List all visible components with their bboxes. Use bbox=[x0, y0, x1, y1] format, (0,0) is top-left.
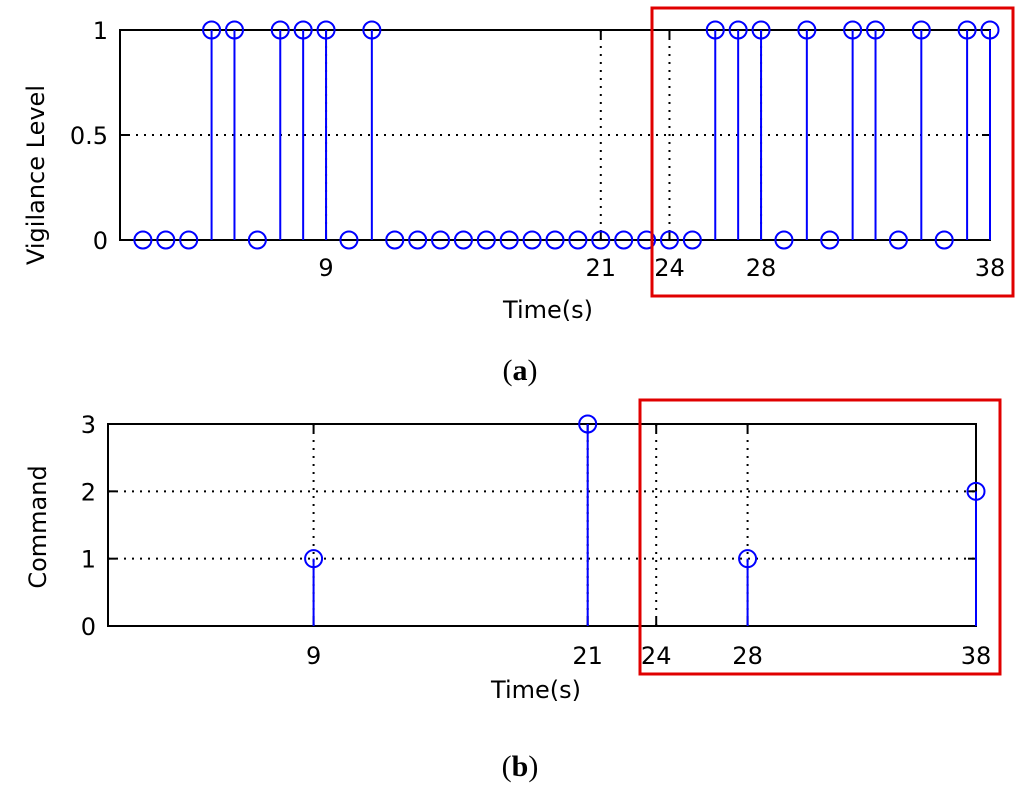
plot-area-a bbox=[119, 29, 991, 241]
caption-a: (a) bbox=[503, 354, 538, 387]
x-axis-label-a: Time(s) bbox=[502, 296, 593, 324]
x-tick-label: 9 bbox=[306, 642, 321, 670]
stem-marker bbox=[797, 20, 817, 40]
x-tick-label: 21 bbox=[586, 254, 617, 282]
stem-marker bbox=[774, 230, 794, 250]
stems-a bbox=[133, 20, 1000, 250]
stem-marker bbox=[385, 230, 405, 250]
stems-b bbox=[304, 414, 986, 626]
y-tick-label: 0 bbox=[93, 227, 108, 255]
stem-marker bbox=[738, 549, 758, 569]
stem-marker bbox=[637, 230, 657, 250]
stem-marker bbox=[545, 230, 565, 250]
stem-marker bbox=[156, 230, 176, 250]
stem-marker bbox=[179, 230, 199, 250]
stem-marker bbox=[247, 230, 267, 250]
stem-marker bbox=[316, 20, 336, 40]
stem-marker bbox=[966, 481, 986, 501]
stem-marker bbox=[614, 230, 634, 250]
caption-b: (b) bbox=[502, 750, 539, 783]
stem-marker bbox=[751, 20, 771, 40]
stem-marker bbox=[270, 20, 290, 40]
y-tick-label: 1 bbox=[93, 17, 108, 45]
stem-marker bbox=[682, 230, 702, 250]
stem-marker bbox=[431, 230, 451, 250]
x-tick-label: 38 bbox=[975, 254, 1006, 282]
highlight-box-a bbox=[650, 6, 1015, 298]
x-tick-label: 28 bbox=[732, 642, 763, 670]
panel-b-command-chart: 9 21 24 28 38 0 1 2 3 Time(s) Command (b) bbox=[24, 398, 1002, 783]
stem-marker bbox=[133, 230, 153, 250]
x-tick-label: 21 bbox=[572, 642, 603, 670]
stem-marker bbox=[843, 20, 863, 40]
stem-marker bbox=[304, 549, 324, 569]
stem-marker bbox=[980, 20, 1000, 40]
stem-marker bbox=[728, 20, 748, 40]
x-tick-label: 28 bbox=[746, 254, 777, 282]
stem-marker bbox=[578, 414, 598, 434]
stem-marker bbox=[934, 230, 954, 250]
stem-marker bbox=[362, 20, 382, 40]
x-tick-label: 24 bbox=[641, 642, 672, 670]
stem-marker bbox=[866, 20, 886, 40]
stem-marker bbox=[453, 230, 473, 250]
stem-marker bbox=[591, 230, 611, 250]
ticks-a: 9 21 24 28 38 0 0.5 1 bbox=[70, 17, 1005, 282]
panel-a-vigilance-chart: 9 21 24 28 38 0 0.5 1 Time(s) Vigilance Level (… bbox=[22, 6, 1015, 387]
grid-b bbox=[108, 424, 976, 626]
y-tick-label: 0.5 bbox=[70, 122, 108, 150]
stem-marker bbox=[224, 20, 244, 40]
ticks-b: 9 21 24 28 38 0 1 2 3 bbox=[81, 411, 992, 670]
stem-marker bbox=[820, 230, 840, 250]
y-tick-label: 1 bbox=[81, 546, 96, 574]
grid-a bbox=[120, 30, 990, 240]
y-axis-label-a: Vigilance Level bbox=[22, 85, 50, 265]
x-tick-label: 38 bbox=[961, 642, 992, 670]
plot-area-b bbox=[107, 423, 977, 627]
stem-marker bbox=[568, 230, 588, 250]
stem-marker bbox=[499, 230, 519, 250]
stem-marker bbox=[522, 230, 542, 250]
y-tick-label: 2 bbox=[81, 478, 96, 506]
x-tick-label: 24 bbox=[654, 254, 685, 282]
stem-marker bbox=[293, 20, 313, 40]
stem-marker bbox=[888, 230, 908, 250]
stem-marker bbox=[705, 20, 725, 40]
stem-marker bbox=[911, 20, 931, 40]
x-tick-label: 9 bbox=[318, 254, 333, 282]
stem-marker bbox=[957, 20, 977, 40]
y-axis-label-b: Command bbox=[24, 465, 52, 588]
y-tick-label: 0 bbox=[81, 613, 96, 641]
stem-marker bbox=[476, 230, 496, 250]
stem-marker bbox=[408, 230, 428, 250]
y-tick-label: 3 bbox=[81, 411, 96, 439]
stem-marker bbox=[659, 230, 679, 250]
highlight-box-b bbox=[638, 398, 1002, 676]
x-axis-label-b: Time(s) bbox=[490, 676, 581, 704]
stem-marker bbox=[339, 230, 359, 250]
stem-marker bbox=[202, 20, 222, 40]
